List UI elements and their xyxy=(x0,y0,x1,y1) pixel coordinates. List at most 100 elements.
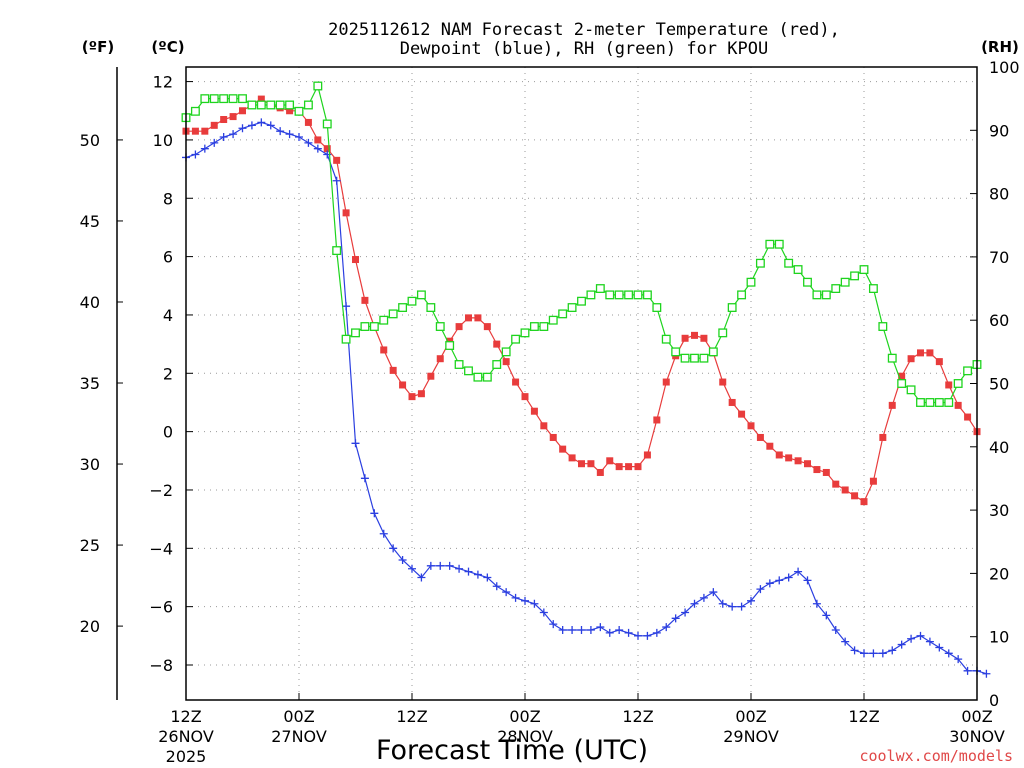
dewpoint-point xyxy=(615,625,624,634)
temperature-point xyxy=(342,209,350,217)
rh-point xyxy=(765,239,775,249)
rh-point xyxy=(642,290,652,300)
x-tick-hour-label: 00Z xyxy=(283,707,314,726)
temperature-point xyxy=(634,463,642,471)
celsius-tick-label: −2 xyxy=(149,481,173,500)
temperature-point xyxy=(907,355,915,363)
temperature-point xyxy=(229,113,237,121)
chart-title-line1: 2025112612 NAM Forecast 2-meter Temperat… xyxy=(328,20,840,40)
temperature-point xyxy=(832,480,840,488)
dewpoint-point xyxy=(596,623,605,632)
temperature-point xyxy=(210,121,218,129)
rh-tick-label: 30 xyxy=(989,501,1009,520)
rh-point xyxy=(275,100,285,110)
temperature-point xyxy=(747,422,755,430)
dewpoint-point xyxy=(558,625,567,634)
rh-tick-label: 0 xyxy=(989,691,999,710)
temperature-point xyxy=(851,492,859,500)
x-tick-date-label: 26NOV xyxy=(158,727,214,746)
rh-point xyxy=(887,353,897,363)
temperature-point xyxy=(700,334,708,342)
rh-point xyxy=(256,100,266,110)
temperature-point xyxy=(662,378,670,386)
dewpoint-point xyxy=(408,564,416,573)
rh-point xyxy=(548,315,558,325)
dewpoint-point xyxy=(850,646,859,655)
chart-title-line2: Dewpoint (blue), RH (green) for KPOU xyxy=(400,39,768,59)
temperature-point xyxy=(191,127,199,135)
dewpoint-point xyxy=(332,176,341,185)
data-series xyxy=(181,81,991,678)
dewpoint-point xyxy=(888,646,897,655)
rh-point xyxy=(897,379,907,388)
temperature-point xyxy=(568,454,576,462)
temperature-point xyxy=(352,256,359,264)
dewpoint-point xyxy=(860,649,868,658)
dewpoint-line xyxy=(185,121,987,675)
dewpoint-point xyxy=(191,150,200,159)
temperature-point xyxy=(681,334,689,342)
temperature-point xyxy=(935,358,943,366)
temperature-point xyxy=(389,366,397,374)
temperature-point xyxy=(502,358,510,366)
temperature-point xyxy=(474,314,482,322)
dewpoint-point xyxy=(681,608,690,617)
rh-point xyxy=(784,258,794,268)
dewpoint-point xyxy=(210,138,219,147)
temperature-point xyxy=(408,393,416,401)
dewpoint-point xyxy=(247,121,256,130)
rh-tick-label: 50 xyxy=(989,375,1009,394)
celsius-tick-label: 4 xyxy=(163,306,173,325)
dewpoint-point xyxy=(605,628,614,637)
temperature-point xyxy=(606,457,614,465)
rh-point xyxy=(313,81,323,91)
temperature-point xyxy=(578,460,585,468)
temperature-point xyxy=(465,314,472,322)
rh-point xyxy=(793,265,803,275)
temperature-point xyxy=(559,445,567,453)
rh-tick-label: 20 xyxy=(989,564,1009,583)
rh-point xyxy=(529,322,539,331)
rh-point xyxy=(219,94,229,104)
dewpoint-point xyxy=(238,124,247,133)
temperature-point xyxy=(314,136,322,144)
rh-point xyxy=(868,284,878,293)
rh-point xyxy=(303,100,313,110)
rh-point xyxy=(435,322,445,331)
rh-point xyxy=(332,246,342,256)
dewpoint-point xyxy=(389,544,398,553)
fahrenheit-tick-label: 25 xyxy=(80,536,100,555)
temperature-point xyxy=(766,442,774,450)
rh-point xyxy=(454,360,464,369)
dewpoint-point xyxy=(982,669,991,678)
celsius-tick-label: 6 xyxy=(163,248,173,267)
dewpoint-point xyxy=(747,596,755,605)
rh-point xyxy=(812,290,822,300)
rh-point xyxy=(238,94,247,104)
dewpoint-point xyxy=(568,625,577,634)
rh-unit-label: (RH) xyxy=(981,38,1019,56)
rh-point xyxy=(699,353,709,363)
temperature-point xyxy=(333,156,341,164)
dewpoint-point xyxy=(944,649,953,658)
dewpoint-point xyxy=(954,655,963,664)
temperature-point xyxy=(493,340,501,348)
dewpoint-point xyxy=(897,640,906,649)
rh-point xyxy=(351,328,360,338)
dewpoint-point xyxy=(464,567,473,576)
rh-point xyxy=(379,315,389,325)
dewpoint-point xyxy=(304,138,313,147)
temperature-point xyxy=(841,486,849,494)
dewpoint-point xyxy=(379,529,388,538)
rh-point xyxy=(294,106,304,116)
dewpoint-point xyxy=(530,599,539,608)
temperature-point xyxy=(869,477,877,485)
temperature-point xyxy=(455,323,463,331)
celsius-tick-label: 0 xyxy=(163,423,173,442)
rh-point xyxy=(209,94,219,104)
x-tick-date-label: 30NOV xyxy=(949,727,1005,746)
rh-point xyxy=(539,322,549,331)
temperature-point xyxy=(804,460,811,468)
temperature-point xyxy=(719,378,727,386)
